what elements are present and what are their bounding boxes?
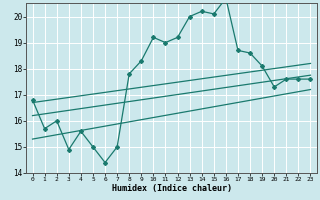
X-axis label: Humidex (Indice chaleur): Humidex (Indice chaleur) xyxy=(111,184,231,193)
